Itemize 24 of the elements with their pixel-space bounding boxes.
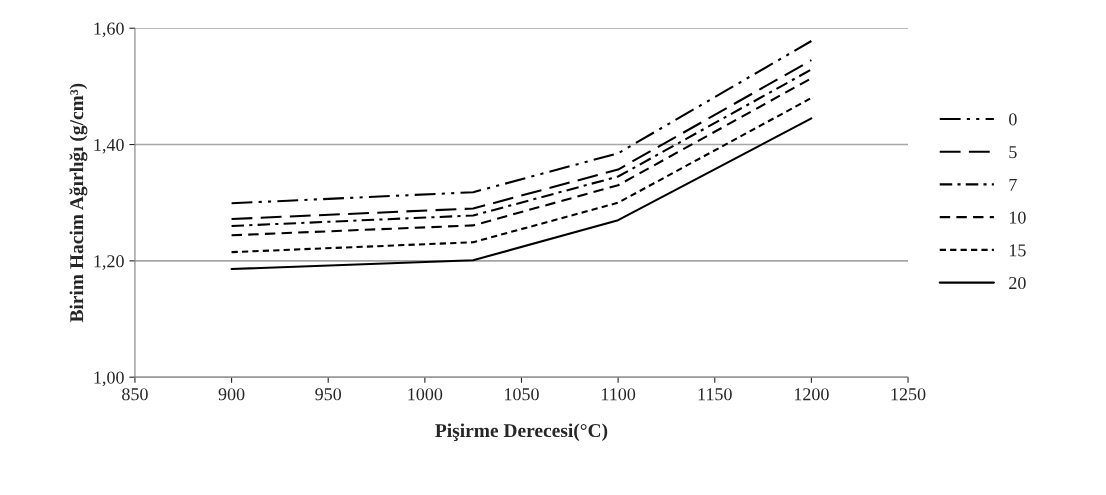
y-axis-title: Birim Hacim Ağırlığı (g/cm³) — [69, 83, 88, 323]
legend-label: 15 — [1009, 244, 1026, 257]
x-tick-label: 900 — [218, 388, 245, 401]
x-tick-label: 950 — [315, 388, 342, 401]
x-tick-label: 1000 — [408, 388, 443, 401]
x-tick-label: 1250 — [891, 388, 926, 401]
y-tick-label: 1,40 — [94, 138, 124, 154]
x-tick-label: 1200 — [794, 388, 829, 401]
x-axis-title: Pişirme Derecesi(°C) — [435, 423, 608, 442]
line-series — [230, 117, 813, 271]
line-series — [230, 96, 813, 254]
x-tick-label: 1050 — [505, 388, 539, 401]
line-series — [230, 39, 813, 205]
legend-label: 0 — [1009, 113, 1017, 126]
y-tick-label: 1,20 — [94, 255, 124, 270]
legend-label: 7 — [1009, 178, 1017, 191]
legend-label: 20 — [1009, 276, 1026, 290]
x-tick-label: 1100 — [601, 388, 636, 401]
x-tick-label: 850 — [122, 388, 148, 401]
legend-label: 5 — [1009, 146, 1017, 159]
y-tick-label: 1,60 — [94, 22, 124, 38]
x-tick-label: 1150 — [698, 388, 732, 401]
y-tick-label: 1,00 — [94, 371, 124, 387]
legend-label: 10 — [1009, 211, 1026, 224]
